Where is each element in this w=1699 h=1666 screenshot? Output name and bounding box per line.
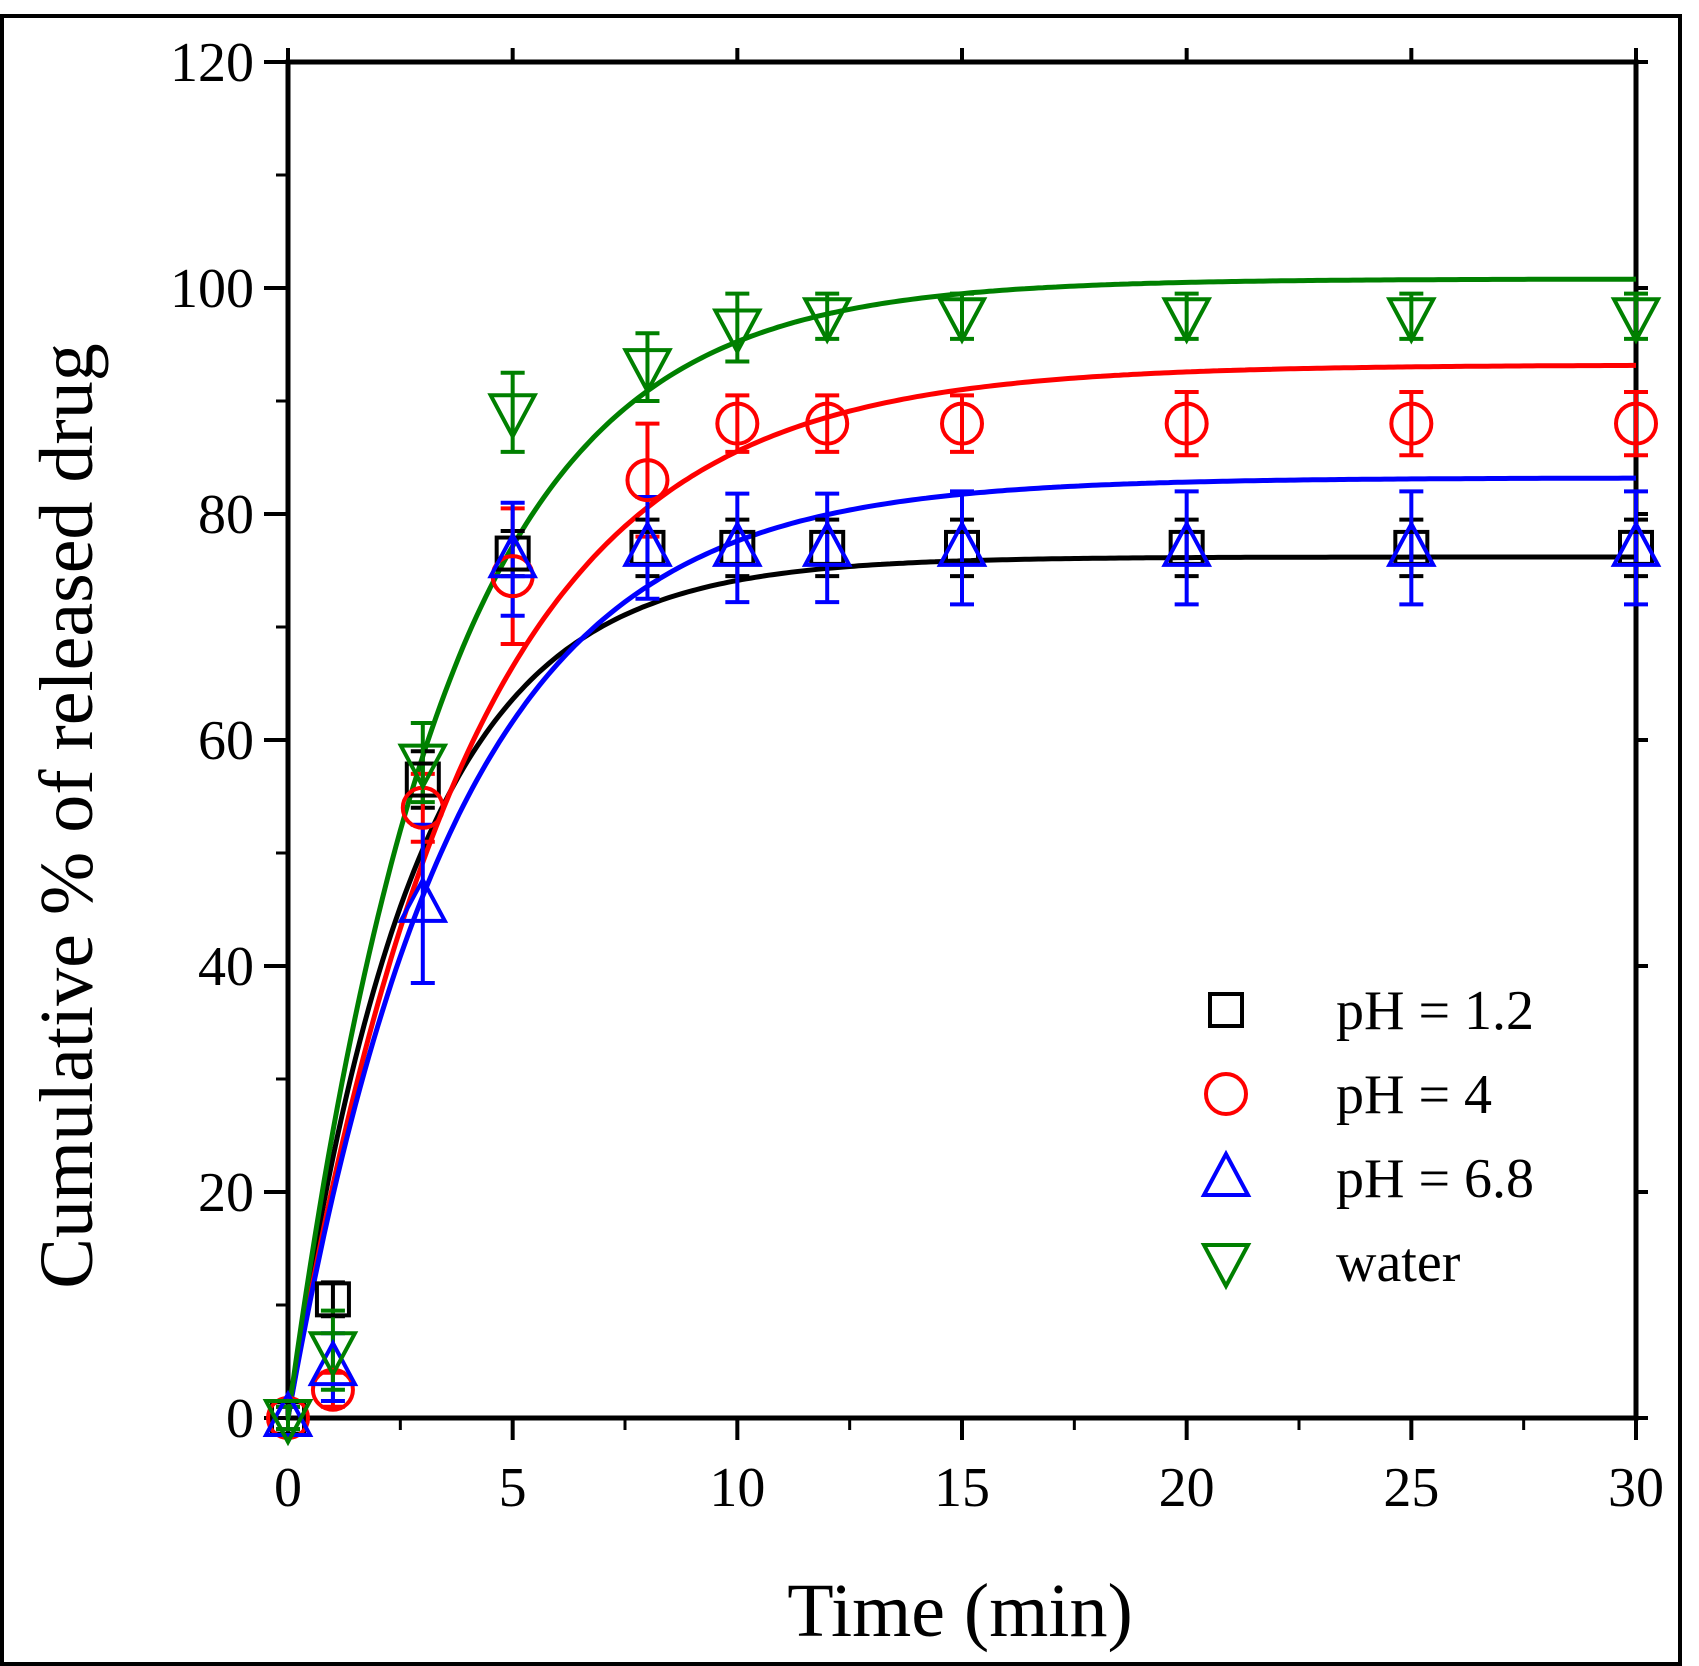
legend-label: pH = 1.2 [1336,980,1534,1042]
data-point-triangle-down [307,1331,359,1379]
data-point-triangle-down [1161,297,1213,345]
data-point-triangle-up [801,519,853,567]
legend-marker-circle [1204,1072,1248,1116]
x-axis-title: Time (min) [787,1569,1133,1653]
data-point-triangle-up [307,1338,359,1387]
fit-curve-circle [285,362,1636,1419]
error-bar [1624,489,1648,607]
error-bar [950,489,974,607]
data-point-square [404,761,441,798]
data-point-circle [625,458,670,503]
data-point-triangle-up [711,519,763,567]
axes: 0 5 10 15 20 25 30 0 20 40 60 80 100 120 [170,32,1664,1519]
data-point-circle [805,401,850,446]
y-tick-label: 120 [170,32,254,94]
error-bar [815,491,840,605]
legend-item: water [1200,1232,1461,1294]
data-point-triangle-up [1610,519,1662,567]
data-point-triangle-down [487,393,539,441]
data-point-triangle-up [936,519,988,567]
y-axis-title: Cumulative % of released drug [25,343,109,1288]
data-point-circle [715,401,760,446]
data-point-triangle-down [801,297,853,345]
y-tick-label: 40 [198,936,254,998]
x-tick-label: 5 [499,1457,527,1519]
legend-item: pH = 6.8 [1200,1148,1534,1210]
data-point-triangle-up [487,530,539,579]
data-point-triangle-down [711,308,763,356]
error-bar [1399,489,1424,607]
legend-marker-triangle-up [1200,1149,1252,1197]
y-tick-label: 100 [170,258,254,320]
legend: pH = 1.2 pH = 4 pH = 6.8 water [1200,980,1534,1294]
data-point-triangle-down [1385,297,1437,345]
legend-item: pH = 1.2 [1208,980,1534,1042]
x-tick-label: 20 [1159,1457,1215,1519]
data-point-circle [1614,401,1658,446]
x-tick-label: 0 [274,1457,302,1519]
legend-label: pH = 4 [1336,1064,1492,1126]
data-point-triangle-up [397,875,449,923]
legend-label: pH = 6.8 [1336,1148,1534,1210]
data-point-circle [1389,401,1434,446]
data-point-triangle-up [1161,519,1213,567]
x-tick-label: 25 [1383,1457,1439,1519]
data-point-circle [310,1367,355,1412]
legend-label: water [1336,1232,1461,1294]
legend-marker-triangle-down [1200,1243,1252,1291]
data-point-square [314,1281,351,1318]
y-tick-label: 0 [226,1388,254,1450]
data-point-triangle-down [262,1399,314,1447]
data-point-circle [940,401,984,446]
legend-item: pH = 4 [1204,1064,1492,1126]
figure-border [0,14,1682,1666]
data-point-circle [1164,401,1209,446]
data-point-triangle-up [1385,519,1437,567]
data-point-triangle-up [262,1389,314,1437]
data-point-triangle-down [1610,297,1662,345]
y-tick-label: 20 [198,1162,254,1224]
y-tick-label: 60 [198,710,254,772]
data-point-triangle-down [936,297,988,345]
data-point-triangle-down [622,348,673,396]
data-point-triangle-down [397,743,449,791]
x-tick-label: 10 [709,1457,765,1519]
error-bar [725,491,750,605]
error-bar [1174,489,1199,607]
y-tick-label: 80 [198,484,254,546]
data-point-triangle-up [622,519,673,567]
x-tick-label: 30 [1608,1457,1664,1519]
data-markers [262,297,1662,1447]
legend-marker-square [1208,992,1244,1028]
x-tick-label: 15 [934,1457,990,1519]
